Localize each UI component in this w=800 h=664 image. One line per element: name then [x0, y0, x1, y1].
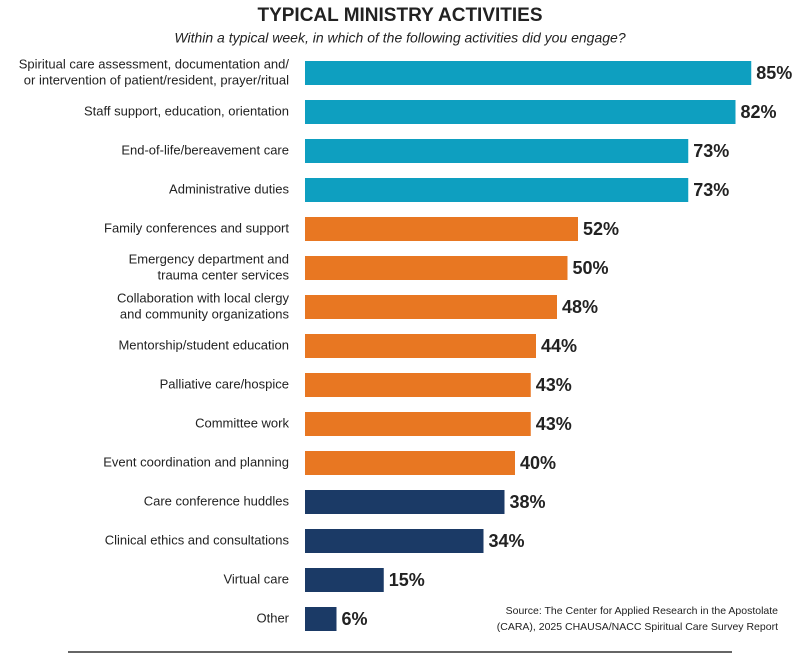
- value-label: 73%: [693, 141, 729, 161]
- value-label: 43%: [536, 375, 572, 395]
- bar: [305, 256, 568, 280]
- bar: [305, 100, 736, 124]
- bar: [305, 412, 531, 436]
- bar: [305, 490, 505, 514]
- category-label: Collaboration with local clergy: [117, 290, 289, 305]
- bar: [305, 61, 752, 85]
- category-label: Palliative care/hospice: [160, 376, 289, 391]
- value-label: 73%: [693, 180, 729, 200]
- category-label: Emergency department and: [129, 251, 289, 266]
- source-note: Source: The Center for Applied Research …: [506, 605, 779, 617]
- bar: [305, 568, 384, 592]
- category-label: Family conferences and support: [104, 220, 289, 235]
- category-label: Mentorship/student education: [118, 337, 289, 352]
- category-label: Committee work: [195, 415, 289, 430]
- bar: [305, 451, 515, 475]
- category-label: Care conference huddles: [144, 493, 290, 508]
- source-note: (CARA), 2025 CHAUSA/NACC Spiritual Care …: [497, 621, 778, 633]
- bar: [305, 529, 484, 553]
- bar: [305, 607, 337, 631]
- value-label: 82%: [741, 102, 777, 122]
- bar: [305, 217, 578, 241]
- bar: [305, 295, 557, 319]
- category-label: Other: [256, 610, 289, 625]
- value-label: 6%: [342, 609, 368, 629]
- value-label: 15%: [389, 570, 425, 590]
- category-label: End-of-life/bereavement care: [121, 142, 289, 157]
- category-label: Administrative duties: [169, 181, 289, 196]
- category-label: trauma center services: [158, 267, 290, 282]
- bar: [305, 334, 536, 358]
- chart-title: TYPICAL MINISTRY ACTIVITIES: [257, 5, 542, 26]
- category-label: or intervention of patient/resident, pra…: [24, 72, 289, 87]
- value-label: 38%: [510, 492, 546, 512]
- bar: [305, 139, 689, 163]
- value-label: 85%: [756, 63, 792, 83]
- category-label: Clinical ethics and consultations: [105, 532, 290, 547]
- value-label: 50%: [573, 258, 609, 278]
- chart-subtitle: Within a typical week, in which of the f…: [174, 30, 625, 46]
- bar: [305, 373, 531, 397]
- category-label: Virtual care: [223, 571, 289, 586]
- category-label: Spiritual care assessment, documentation…: [19, 56, 290, 71]
- bar: [305, 178, 689, 202]
- category-label: and community organizations: [120, 306, 290, 321]
- value-label: 40%: [520, 453, 556, 473]
- value-label: 43%: [536, 414, 572, 434]
- value-label: 48%: [562, 297, 598, 317]
- value-label: 52%: [583, 219, 619, 239]
- category-label: Staff support, education, orientation: [84, 103, 289, 118]
- category-label: Event coordination and planning: [103, 454, 289, 469]
- value-label: 44%: [541, 336, 577, 356]
- value-label: 34%: [489, 531, 525, 551]
